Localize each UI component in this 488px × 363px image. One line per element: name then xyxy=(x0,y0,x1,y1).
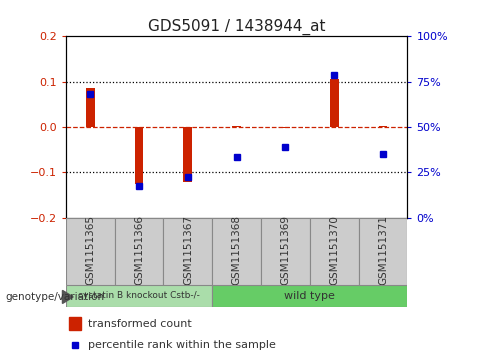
Bar xyxy=(163,218,212,285)
Text: genotype/variation: genotype/variation xyxy=(5,292,104,302)
Bar xyxy=(261,218,310,285)
Title: GDS5091 / 1438944_at: GDS5091 / 1438944_at xyxy=(148,19,325,35)
Text: cystatin B knockout Cstb-/-: cystatin B knockout Cstb-/- xyxy=(78,291,200,300)
Text: GSM1151367: GSM1151367 xyxy=(183,215,193,285)
Bar xyxy=(359,218,407,285)
Bar xyxy=(183,127,192,182)
Bar xyxy=(330,79,339,127)
Bar xyxy=(212,285,407,307)
Text: GSM1151369: GSM1151369 xyxy=(281,215,290,285)
Bar xyxy=(379,126,387,127)
Text: GSM1151368: GSM1151368 xyxy=(232,215,242,285)
Text: percentile rank within the sample: percentile rank within the sample xyxy=(88,340,276,350)
Bar xyxy=(66,285,212,307)
Text: GSM1151365: GSM1151365 xyxy=(85,215,95,285)
Bar xyxy=(66,218,115,285)
Bar xyxy=(212,218,261,285)
Bar xyxy=(115,218,163,285)
Text: GSM1151371: GSM1151371 xyxy=(378,215,388,285)
Bar xyxy=(281,127,290,128)
Bar xyxy=(86,89,95,127)
Text: GSM1151370: GSM1151370 xyxy=(329,215,339,285)
Bar xyxy=(310,218,359,285)
Text: GSM1151366: GSM1151366 xyxy=(134,215,144,285)
Bar xyxy=(135,127,143,184)
Bar xyxy=(69,317,81,330)
Text: transformed count: transformed count xyxy=(88,318,192,329)
Bar xyxy=(232,126,241,127)
Text: wild type: wild type xyxy=(285,291,335,301)
